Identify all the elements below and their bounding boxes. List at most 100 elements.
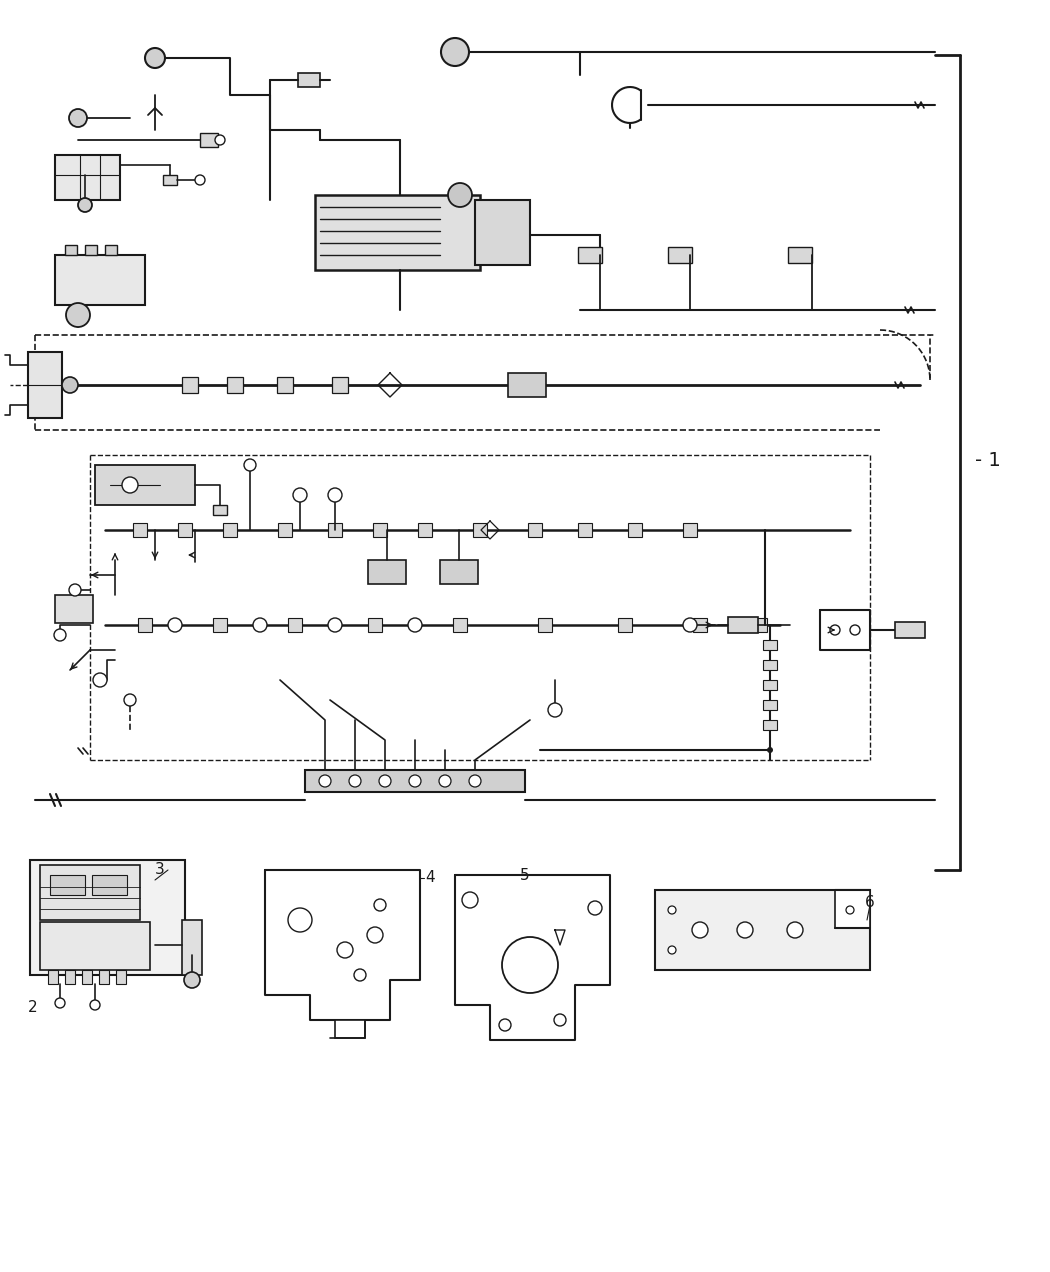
Bar <box>528 523 542 537</box>
Bar <box>418 523 432 537</box>
Bar <box>682 523 697 537</box>
Text: 2: 2 <box>28 1000 38 1015</box>
Bar <box>298 73 320 86</box>
Circle shape <box>93 673 107 687</box>
Bar <box>40 865 140 920</box>
Bar <box>94 466 195 505</box>
Bar <box>475 200 530 265</box>
Circle shape <box>846 906 854 915</box>
Bar <box>304 770 525 792</box>
Circle shape <box>410 775 421 787</box>
Bar <box>30 860 185 976</box>
Circle shape <box>379 775 391 787</box>
Bar <box>55 254 145 305</box>
Bar <box>92 875 127 895</box>
Bar <box>213 505 227 515</box>
Bar <box>182 920 202 976</box>
Circle shape <box>328 618 342 632</box>
Circle shape <box>253 618 267 632</box>
Circle shape <box>408 618 422 632</box>
Bar <box>788 247 812 263</box>
Circle shape <box>124 695 136 706</box>
Circle shape <box>554 1014 566 1027</box>
Bar <box>227 377 243 393</box>
Bar <box>116 971 126 985</box>
Bar <box>335 1020 365 1038</box>
Bar <box>288 618 302 632</box>
Bar <box>315 195 480 270</box>
Bar <box>693 618 707 632</box>
Circle shape <box>349 775 361 787</box>
Circle shape <box>692 922 708 937</box>
Bar <box>85 245 97 254</box>
Bar <box>332 377 348 393</box>
Bar <box>618 618 632 632</box>
Circle shape <box>62 377 78 393</box>
Bar <box>373 523 387 537</box>
Bar <box>763 720 777 730</box>
Circle shape <box>354 969 366 981</box>
Bar <box>213 618 227 632</box>
Bar <box>50 875 85 895</box>
Bar <box>728 617 758 633</box>
Bar <box>578 247 602 263</box>
Bar <box>40 922 150 971</box>
Circle shape <box>78 198 92 212</box>
Circle shape <box>668 906 676 915</box>
Bar <box>628 523 642 537</box>
Circle shape <box>145 48 165 67</box>
Circle shape <box>69 109 87 127</box>
Circle shape <box>682 618 697 632</box>
Bar <box>223 523 237 537</box>
Bar <box>763 640 777 650</box>
Circle shape <box>288 908 312 932</box>
Bar <box>368 618 382 632</box>
Bar <box>55 595 93 623</box>
Circle shape <box>69 584 81 597</box>
Bar <box>48 971 58 985</box>
Circle shape <box>830 625 840 635</box>
Circle shape <box>168 618 182 632</box>
Circle shape <box>668 946 676 954</box>
Circle shape <box>54 628 66 641</box>
Bar <box>763 681 777 689</box>
Bar <box>440 560 478 584</box>
Bar <box>453 618 467 632</box>
Text: 3: 3 <box>155 862 165 876</box>
Bar <box>133 523 147 537</box>
Bar <box>182 377 198 393</box>
Bar <box>655 890 870 971</box>
Circle shape <box>788 922 803 937</box>
Bar <box>763 700 777 710</box>
Circle shape <box>244 459 256 471</box>
Bar <box>368 560 406 584</box>
Circle shape <box>328 488 342 502</box>
Bar <box>328 523 342 537</box>
Bar <box>200 134 218 148</box>
Bar <box>65 971 75 985</box>
Bar <box>277 377 293 393</box>
Text: 4: 4 <box>425 870 435 885</box>
Circle shape <box>850 625 860 635</box>
Circle shape <box>195 176 205 184</box>
Circle shape <box>441 38 469 66</box>
Bar <box>835 890 870 929</box>
Bar <box>55 155 120 200</box>
Circle shape <box>766 747 773 753</box>
Bar <box>472 523 487 537</box>
Bar <box>278 523 292 537</box>
Circle shape <box>462 892 478 908</box>
Bar <box>65 245 77 254</box>
Bar <box>508 373 546 397</box>
Bar <box>99 971 109 985</box>
Circle shape <box>374 899 386 911</box>
Circle shape <box>90 1000 100 1010</box>
Circle shape <box>293 488 307 502</box>
Circle shape <box>122 477 138 494</box>
Circle shape <box>368 927 383 943</box>
Circle shape <box>184 972 200 988</box>
Circle shape <box>55 999 65 1007</box>
Bar <box>538 618 552 632</box>
Bar <box>753 618 766 632</box>
Circle shape <box>502 937 558 993</box>
